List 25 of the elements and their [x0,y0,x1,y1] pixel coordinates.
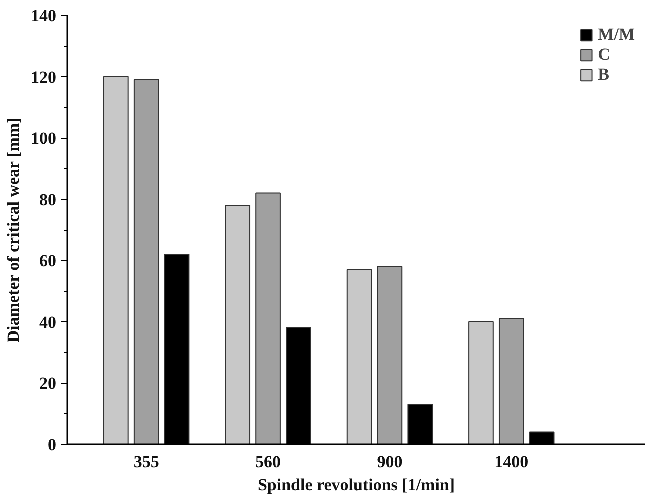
y-tick-label: 0 [48,436,56,454]
bar [104,76,129,444]
bar [256,192,281,444]
legend-label: M/M [598,25,635,45]
legend-label: B [598,65,611,85]
y-tick-label: 40 [40,312,56,332]
bar [134,79,160,444]
x-axis-title: Spindle revolutions [1/min] [258,476,456,494]
bar [498,318,524,444]
y-tick-label: 120 [31,68,56,87]
legend-label: C [598,45,612,65]
y-tick-label: 60 [40,252,56,271]
x-tick-label: 1400 [494,452,529,472]
y-axis-title: Diameter of critical wear [mm] [4,118,23,343]
y-tick-label: 20 [40,374,56,394]
bar [468,321,494,444]
x-tick-label: 560 [256,452,282,472]
x-tick-label: 355 [134,452,160,472]
y-tick-label: 80 [40,190,56,210]
bar [346,269,372,444]
bar [225,204,251,444]
x-tick-label: 900 [377,452,403,472]
bar [377,266,403,444]
y-tick-label: 140 [31,6,56,26]
y-tick-label: 100 [31,129,56,148]
